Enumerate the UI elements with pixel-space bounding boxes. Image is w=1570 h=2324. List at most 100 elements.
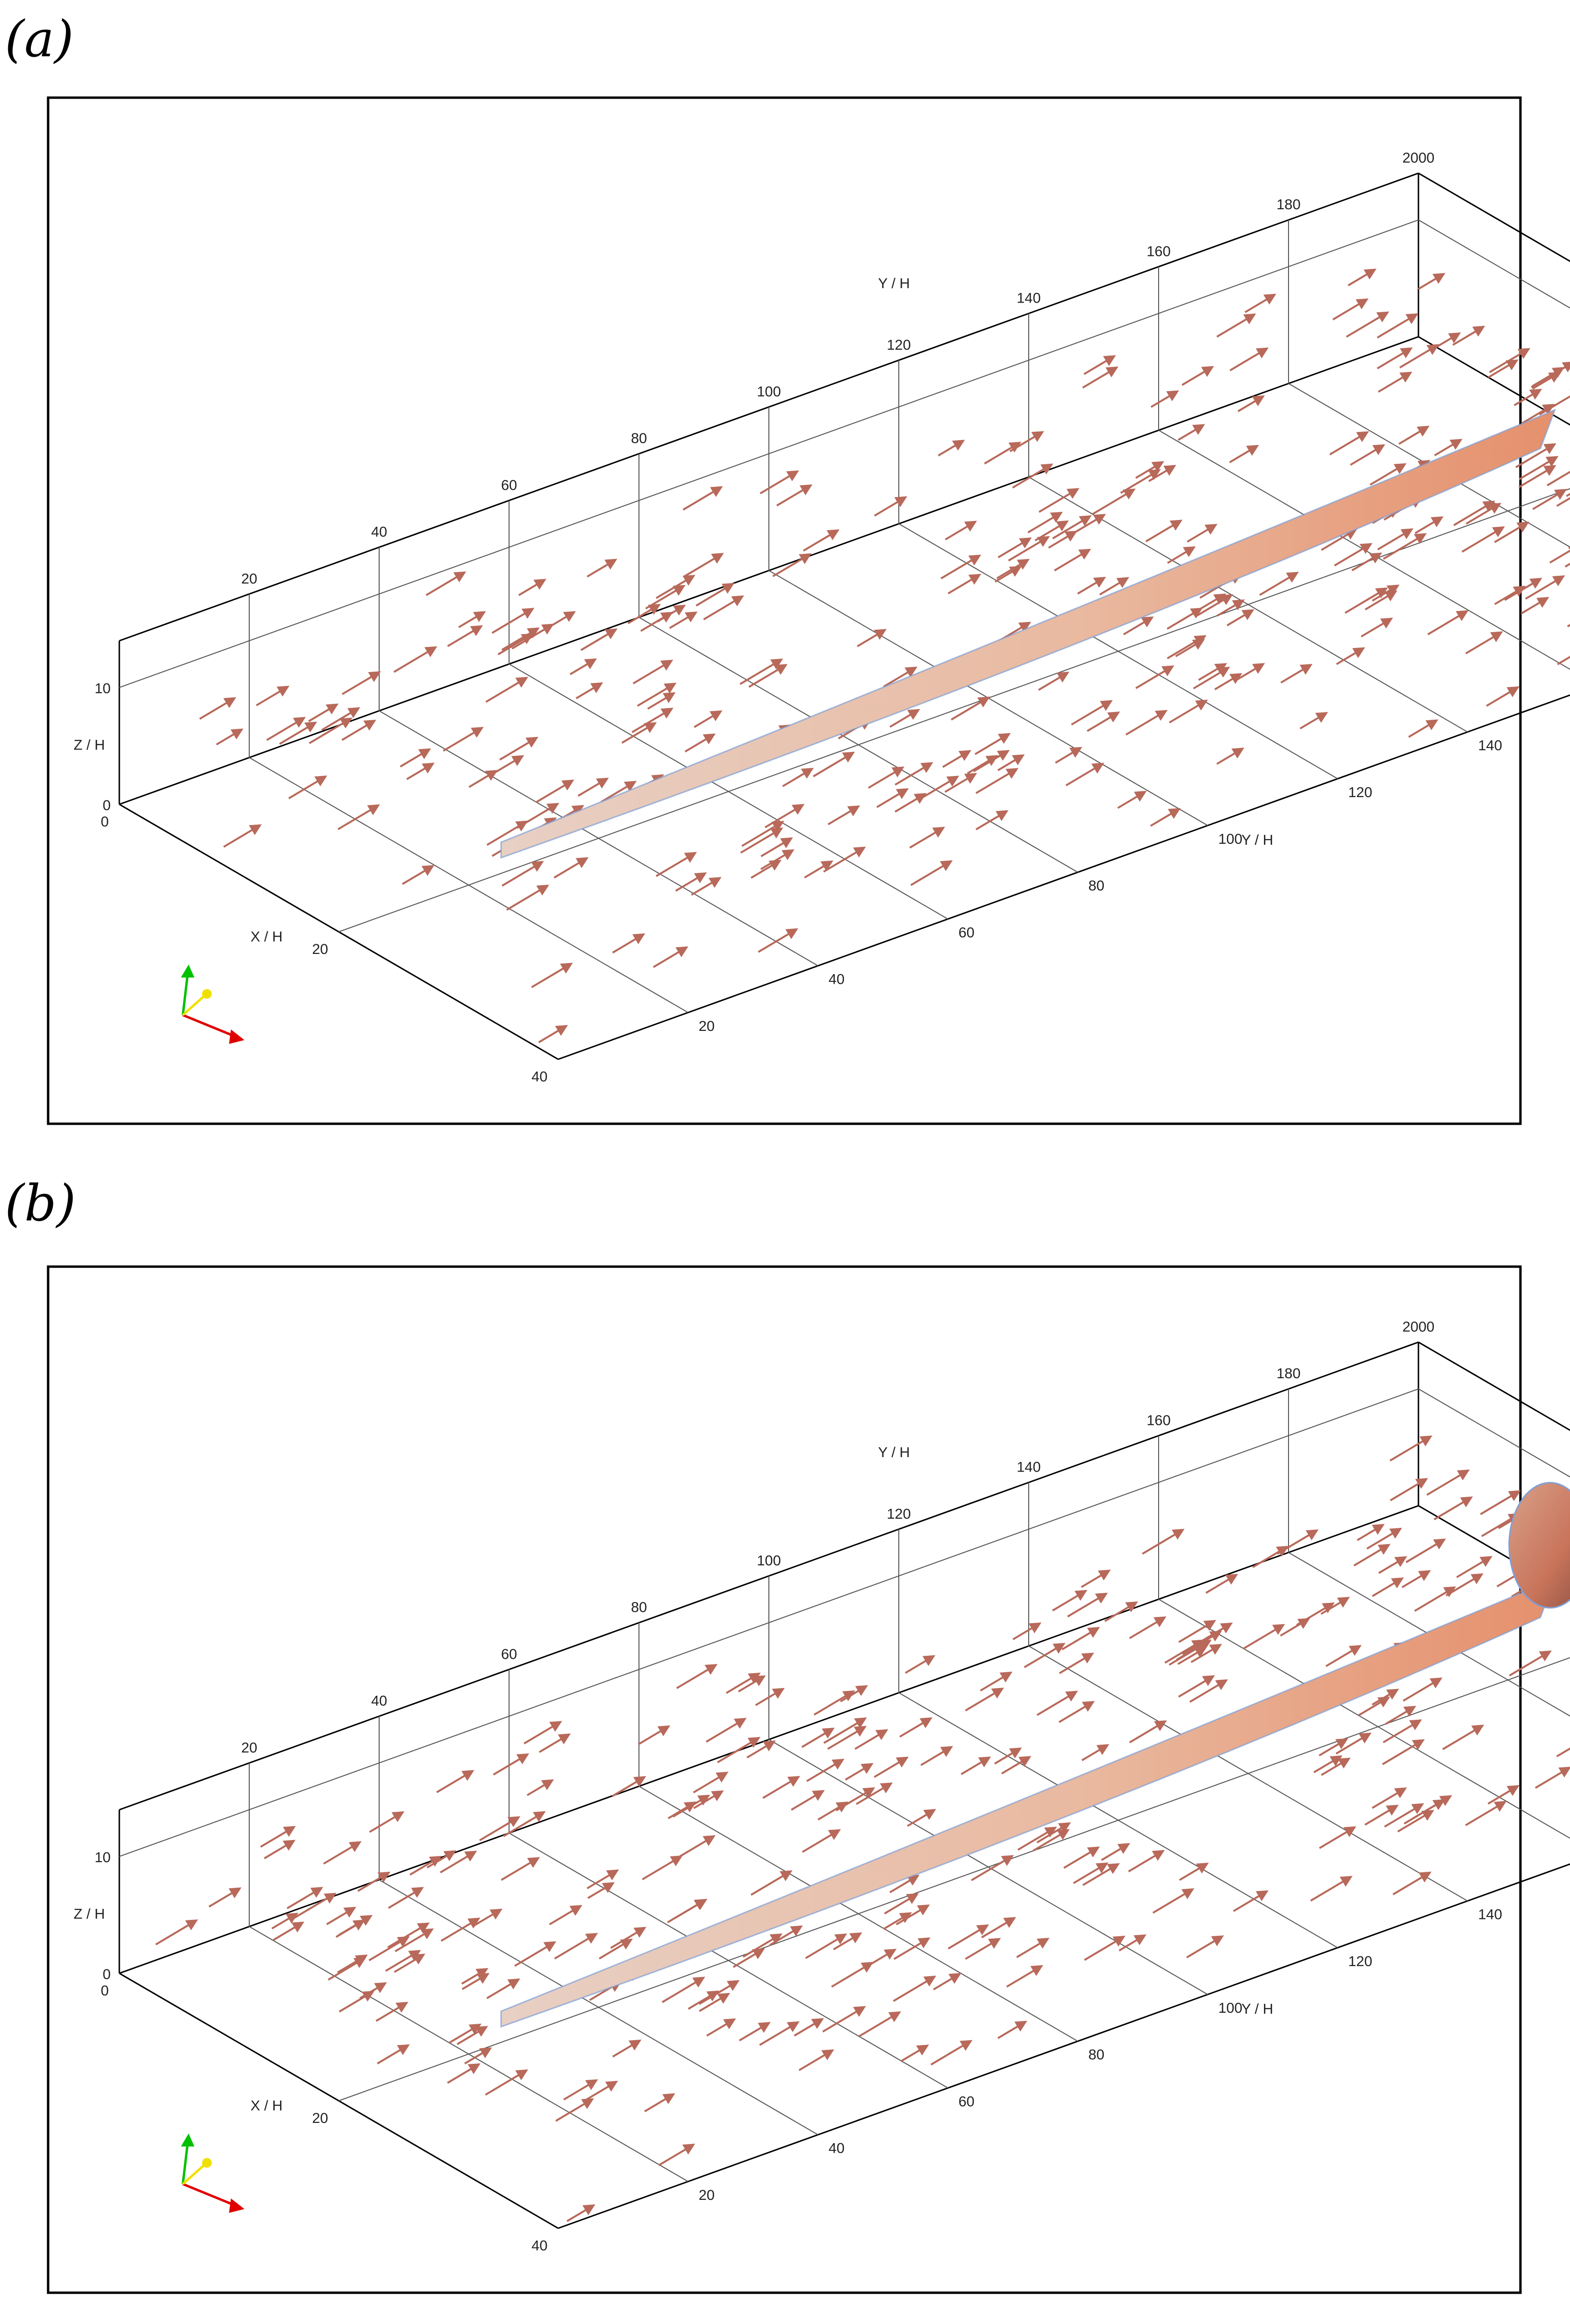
wind-arrow [443, 727, 484, 752]
right-y-tick: 140 [1478, 1907, 1502, 1923]
wind-arrow [1055, 747, 1083, 764]
wind-arrow [1504, 578, 1543, 601]
wind-arrow [1135, 461, 1164, 479]
wind-arrow [1092, 488, 1136, 515]
wind-arrow [1175, 639, 1205, 658]
wind-arrow [1335, 1732, 1372, 1755]
wind-arrow [492, 755, 524, 775]
right-y-tick: 100 [1218, 831, 1242, 847]
wind-arrow [638, 1725, 671, 1745]
wind-arrow [1233, 1890, 1269, 1912]
wind-arrow [933, 1973, 961, 1991]
wind-arrow [817, 1802, 849, 1821]
left-y-tick: 180 [1276, 1366, 1301, 1382]
wind-arrow [994, 1747, 1022, 1765]
wind-arrow [1405, 1538, 1446, 1563]
wind-arrow [1038, 488, 1080, 513]
wind-arrow [1120, 469, 1161, 494]
wind-arrow [621, 722, 657, 744]
front-z-tick: 10 [95, 1850, 111, 1866]
left-y-tick: 60 [501, 1646, 517, 1662]
wind-arrow [501, 627, 540, 651]
wind-arrow [538, 1733, 571, 1753]
wind-arrow [1179, 1863, 1209, 1881]
wind-arrow [503, 1811, 546, 1837]
wind-arrow [854, 1729, 889, 1750]
wind-arrow [155, 1919, 198, 1945]
wind-arrow [1353, 1544, 1391, 1567]
wind-arrow [840, 1685, 868, 1702]
left-y-tick: 100 [757, 1553, 781, 1569]
wind-arrow [273, 1921, 305, 1941]
wind-arrow [684, 733, 716, 753]
wind-arrow [610, 1927, 647, 1949]
wind-arrow [1414, 1586, 1456, 1612]
wind-arrow [1461, 526, 1505, 553]
wind-arrow [909, 826, 945, 849]
left-y-tick: 80 [631, 431, 647, 446]
wind-arrow [1152, 1888, 1195, 1914]
wind-arrow [1063, 1846, 1100, 1869]
wind-arrow [975, 810, 1008, 830]
wind-arrow [511, 623, 554, 650]
wind-arrow [260, 1826, 296, 1848]
wind-arrow [647, 692, 676, 710]
wind-arrow [1008, 536, 1050, 562]
wind-arrow [1358, 1696, 1391, 1716]
wind-arrow [1532, 372, 1561, 390]
wind-arrow [1361, 618, 1393, 638]
left-y-tick: 180 [1276, 197, 1301, 213]
left-y-tick: 20 [241, 571, 257, 587]
wind-arrow [947, 573, 982, 595]
wind-arrow [1514, 389, 1542, 406]
wind-arrow [342, 671, 381, 695]
wind-arrow [612, 1776, 646, 1797]
wind-arrow [632, 660, 674, 685]
wind-arrow [1366, 1527, 1403, 1550]
wind-arrow [1296, 1602, 1335, 1626]
wind-arrow [426, 1850, 457, 1868]
wind-arrow [679, 1835, 716, 1857]
wind-arrow [1445, 1573, 1484, 1597]
wind-arrow [706, 2018, 736, 2037]
wind-arrow [580, 628, 618, 651]
wind-arrow [691, 877, 722, 896]
wind-arrow [1167, 546, 1196, 564]
wind-arrow [1038, 672, 1070, 691]
wind-arrow [479, 1816, 521, 1841]
panel-b: 0 20 40 0 10 20 40 60 80 100 120 140 160 180 20 40 60 80 1… [47, 1265, 1570, 2294]
wind-arrow [740, 827, 783, 854]
wind-arrow [669, 611, 698, 629]
wind-arrow [1061, 1626, 1100, 1651]
wind-arrow [644, 2093, 676, 2112]
wind-arrow [856, 629, 887, 648]
wind-arrow [341, 720, 376, 741]
wind-arrow [1118, 1934, 1147, 1952]
wind-arrow [1385, 1705, 1417, 1725]
wind-arrow [1372, 1577, 1404, 1597]
front-x-tick: 20 [312, 2110, 328, 2126]
wind-arrow [827, 1726, 867, 1750]
wind-arrow [321, 707, 360, 731]
wind-arrow [566, 2204, 596, 2222]
wind-arrow [938, 440, 965, 457]
wind-arrow [759, 2021, 800, 2046]
wind-arrow [535, 779, 574, 803]
wind-arrow [874, 496, 907, 517]
front-x-tick: 40 [532, 1069, 548, 1085]
wind-arrow [1351, 552, 1382, 571]
wind-arrow [705, 1717, 747, 1743]
wind-arrow [485, 2069, 528, 2096]
wind-arrow [684, 553, 724, 577]
wind-arrow [369, 1936, 410, 1961]
wind-arrow [920, 1746, 953, 1766]
wind-arrow [1398, 426, 1430, 445]
wind-arrow [1017, 1827, 1057, 1851]
wind-arrow [793, 2018, 824, 2037]
wind-arrow [1434, 439, 1463, 457]
wind-arrow [980, 1671, 1013, 1692]
wind-arrow [399, 748, 431, 768]
wind-arrow [741, 821, 785, 847]
wind-arrow [688, 1990, 719, 2010]
